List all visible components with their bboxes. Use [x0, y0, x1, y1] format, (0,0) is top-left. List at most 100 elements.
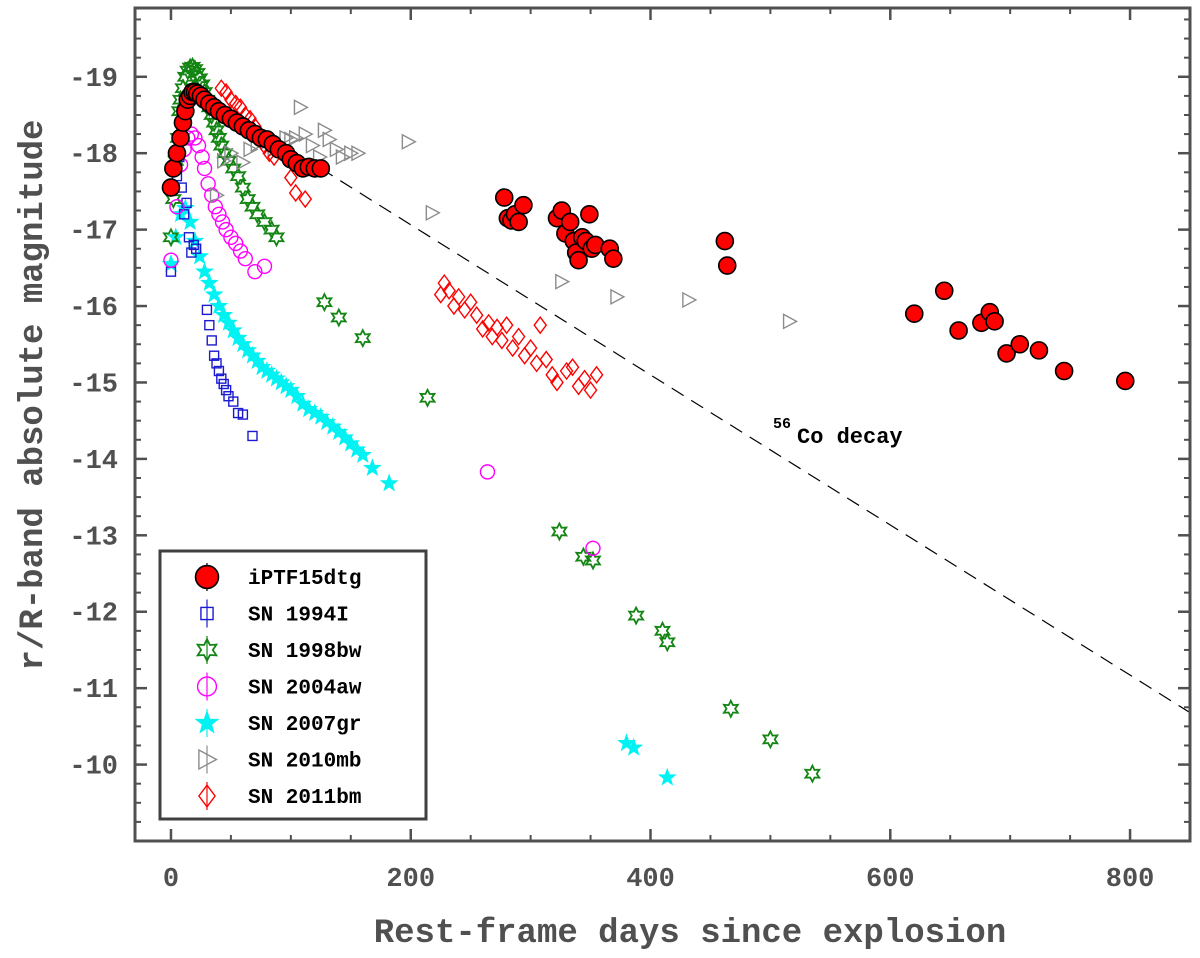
data-point-sn-2011bm-29 — [505, 338, 520, 358]
data-point-sn-2011bm-13 — [288, 183, 303, 203]
decay-annotation-text: Co decay — [797, 425, 903, 450]
data-point-sn-2004aw-7 — [190, 137, 207, 154]
data-point-sn-1998bw-34 — [315, 292, 334, 313]
data-point-sn-1994i-23 — [247, 430, 258, 442]
data-point-sn-2010mb-10 — [284, 131, 300, 148]
y-tick-label: -10 — [69, 753, 118, 783]
legend-box — [158, 549, 428, 821]
decay-annotation: 56 Co decay — [773, 416, 903, 450]
data-point-iptf15dtg-38 — [514, 195, 533, 215]
data-point-sn-1998bw-36 — [354, 328, 372, 349]
data-point-sn-2004aw-19 — [237, 250, 253, 267]
data-point-sn-2007gr-12 — [219, 313, 238, 331]
data-point-sn-1998bw-41 — [627, 605, 645, 626]
data-point-sn-2004aw-20 — [247, 263, 263, 280]
data-point-sn-2004aw-1 — [169, 198, 185, 215]
data-point-sn-2007gr-41 — [624, 737, 644, 756]
data-point-sn-2004aw-18 — [232, 243, 249, 259]
legend-marker-sn-2004aw — [196, 676, 218, 697]
data-point-sn-2004aw-8 — [194, 149, 210, 165]
data-point-sn-2011bm-28 — [499, 315, 514, 335]
data-point-sn-1998bw-20 — [207, 120, 226, 141]
data-point-sn-2010mb-23 — [425, 204, 441, 221]
x-tick-label: 0 — [163, 865, 179, 895]
data-point-iptf15dtg-0 — [161, 178, 181, 197]
x-tick-label: 400 — [626, 865, 675, 895]
data-point-iptf15dtg-56 — [934, 281, 954, 301]
data-point-iptf15dtg-33 — [494, 188, 514, 207]
legend-item-sn-1998bw: SN 1998bw — [195, 636, 362, 664]
data-point-sn-2010mb-25 — [610, 288, 626, 306]
data-point-sn-2011bm-32 — [523, 338, 538, 358]
data-point-sn-1994i-20 — [228, 396, 239, 407]
x-tick-label: 200 — [386, 865, 435, 895]
decay-annotation-superscript: 56 — [773, 416, 791, 433]
data-point-sn-2011bm-12 — [283, 168, 298, 187]
axes-frame — [133, 6, 1192, 843]
data-point-sn-1998bw-43 — [658, 632, 676, 653]
data-point-sn-1998bw-30 — [248, 204, 266, 225]
legend-label-sn-2011bm: SN 2011bm — [248, 787, 361, 810]
data-point-sn-2010mb-27 — [782, 313, 799, 330]
plot-area — [161, 56, 1190, 786]
legend-label-sn-1998bw: SN 1998bw — [248, 641, 362, 664]
data-point-iptf15dtg-54 — [717, 256, 737, 275]
y-tick-label: -19 — [69, 65, 118, 95]
data-point-sn-2011bm-21 — [463, 293, 478, 312]
series-sn-1998bw — [162, 56, 822, 784]
data-point-sn-2004aw-17 — [228, 235, 244, 252]
data-point-sn-1998bw-45 — [761, 729, 780, 750]
data-point-sn-2011bm-1 — [219, 82, 233, 102]
x-tick-label: 600 — [866, 865, 915, 895]
data-point-iptf15dtg-48 — [580, 205, 599, 224]
data-point-iptf15dtg-64 — [1054, 361, 1074, 381]
data-point-sn-1998bw-21 — [210, 127, 228, 148]
data-point-sn-1994i-9 — [190, 243, 202, 254]
data-point-iptf15dtg-61 — [997, 344, 1016, 363]
data-point-sn-2011bm-22 — [469, 306, 484, 325]
data-point-sn-2010mb-26 — [682, 291, 698, 309]
x-axis-label: Rest-frame days since explosion — [374, 915, 1007, 953]
data-point-sn-1998bw-40 — [584, 550, 602, 571]
data-point-iptf15dtg-63 — [1029, 341, 1049, 360]
data-point-sn-1994i-14 — [211, 358, 222, 369]
data-point-sn-1994i-18 — [220, 384, 232, 396]
data-point-iptf15dtg-32 — [311, 159, 331, 178]
data-point-sn-2004aw-23 — [585, 540, 601, 557]
legend-label-sn-2004aw: SN 2004aw — [248, 678, 362, 701]
data-point-sn-2007gr-11 — [214, 305, 234, 324]
data-point-sn-2007gr-39 — [379, 473, 399, 492]
data-point-iptf15dtg-65 — [1115, 371, 1135, 391]
data-point-sn-2007gr-38 — [362, 458, 382, 477]
data-point-sn-1994i-13 — [208, 350, 220, 361]
data-point-sn-1998bw-44 — [722, 698, 740, 719]
data-point-sn-2004aw-14 — [214, 214, 231, 230]
legend-label-sn-1994i: SN 1994I — [248, 605, 349, 628]
data-point-sn-2011bm-36 — [545, 365, 560, 384]
y-tick-label: -13 — [69, 523, 118, 553]
data-point-iptf15dtg-53 — [715, 231, 735, 251]
data-point-sn-2011bm-34 — [533, 315, 548, 335]
data-point-iptf15dtg-2 — [167, 143, 187, 163]
legend-item-sn-2010mb: SN 2010mb — [198, 745, 361, 774]
data-point-iptf15dtg-37 — [509, 212, 528, 232]
legend-item-sn-2007gr: SN 2007gr — [194, 709, 361, 737]
axis-ticks: 0 200 400 600 800 -19 -18 -17 -16 -15 -14 -13 -12 -11… — [69, 8, 1190, 895]
data-point-sn-2004aw-21 — [256, 258, 273, 275]
data-point-sn-2010mb-3 — [236, 154, 252, 171]
data-point-iptf15dtg-1 — [164, 159, 183, 178]
legend-marker-iptf15dtg — [194, 564, 220, 590]
data-point-sn-2007gr-7 — [195, 261, 214, 280]
data-point-sn-2010mb-0 — [209, 187, 225, 204]
data-point-iptf15dtg-62 — [1010, 334, 1030, 354]
data-point-sn-2011bm-42 — [583, 380, 598, 400]
y-tick-label: -16 — [69, 294, 118, 324]
data-point-sn-2007gr-26 — [287, 386, 307, 405]
data-point-sn-2004aw-0 — [163, 252, 179, 268]
data-point-sn-1994i-12 — [206, 335, 217, 346]
legend: iPTF15dtg SN 1994I SN 1998bw SN 2004aw SN 20… — [158, 549, 428, 821]
data-point-sn-2011bm-41 — [577, 369, 592, 388]
data-point-sn-1998bw-39 — [574, 546, 593, 567]
data-point-sn-1998bw-37 — [418, 387, 437, 408]
